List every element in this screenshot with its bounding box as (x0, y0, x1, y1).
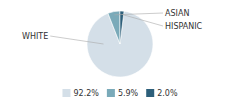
leader-line (122, 14, 163, 26)
legend-label: 92.2% (73, 89, 99, 98)
legend-swatch (107, 89, 115, 97)
slice-label: WHITE (22, 32, 48, 41)
pie-slice (87, 11, 153, 77)
legend-swatch (62, 89, 70, 97)
pie-slice (120, 11, 124, 44)
legend-label: 2.0% (157, 89, 178, 98)
annotations: WHITE ASIAN HISPANIC (22, 9, 203, 44)
legend-item: 5.9% (107, 89, 139, 98)
chart: WHITE ASIAN HISPANIC 92.2% 5.9% 2.0% (0, 0, 240, 100)
slice-label: ASIAN (165, 9, 189, 18)
pie (87, 11, 153, 77)
slice-label: HISPANIC (165, 22, 203, 31)
legend-item: 2.0% (146, 89, 178, 98)
legend-item: 92.2% (62, 89, 99, 98)
legend-swatch (146, 89, 154, 97)
legend-label: 5.9% (118, 89, 139, 98)
legend: 92.2% 5.9% 2.0% (62, 89, 177, 98)
pie-slice (108, 11, 120, 44)
leader-line (50, 36, 103, 44)
